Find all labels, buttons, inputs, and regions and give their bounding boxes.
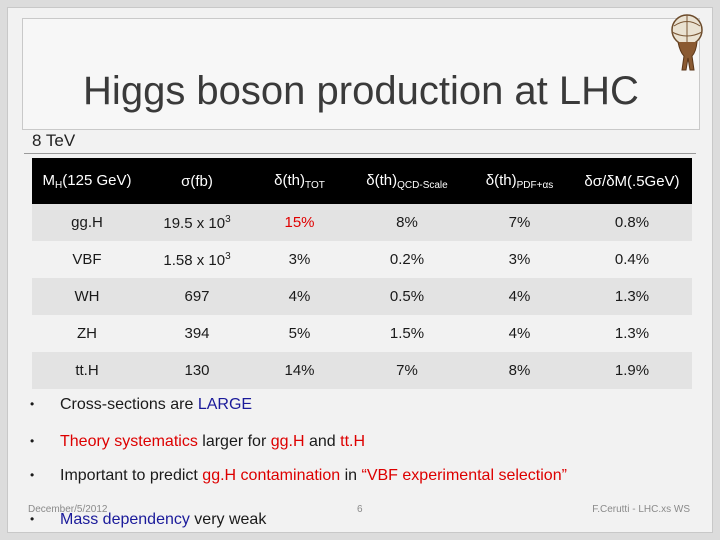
process-cell: WH bbox=[32, 278, 142, 315]
tot-cell: 5% bbox=[252, 315, 347, 352]
dm-cell: 1.9% bbox=[572, 352, 692, 389]
process-cell: VBF bbox=[32, 241, 142, 278]
table-row: VBF 1.58 x 103 3% 0.2% 3% 0.4% bbox=[32, 241, 692, 278]
slide-title: Higgs boson production at LHC bbox=[83, 69, 639, 113]
cross-section-table: MH(125 GeV) σ(fb) δ(th)TOT δ(th)QCD-Scal… bbox=[32, 158, 692, 389]
table-row: tt.H 130 14% 7% 8% 1.9% bbox=[32, 352, 692, 389]
header-pdf: δ(th)PDF+αs bbox=[467, 158, 572, 204]
pdf-cell: 4% bbox=[467, 278, 572, 315]
footer-date: December/5/2012 bbox=[28, 504, 108, 515]
table-row: WH 697 4% 0.5% 4% 1.3% bbox=[32, 278, 692, 315]
header-tot: δ(th)TOT bbox=[252, 158, 347, 204]
bullet-dot-icon: • bbox=[30, 397, 35, 411]
sigma-cell: 394 bbox=[142, 315, 252, 352]
sigma-cell: 130 bbox=[142, 352, 252, 389]
sigma-cell: 697 bbox=[142, 278, 252, 315]
table-row: gg.H 19.5 x 103 15% 8% 7% 0.8% bbox=[32, 204, 692, 241]
dm-cell: 0.8% bbox=[572, 204, 692, 241]
process-cell: gg.H bbox=[32, 204, 142, 241]
pdf-cell: 4% bbox=[467, 315, 572, 352]
bullet-dot-icon: • bbox=[30, 468, 35, 482]
qcd-cell: 1.5% bbox=[347, 315, 467, 352]
header-sigma: σ(fb) bbox=[142, 158, 252, 204]
pdf-cell: 7% bbox=[467, 204, 572, 241]
bullet-dot-icon: • bbox=[30, 512, 35, 526]
section-label: 8 TeV bbox=[32, 131, 76, 150]
title-box: Higgs boson production at LHC bbox=[22, 18, 700, 130]
tot-cell: 4% bbox=[252, 278, 347, 315]
tot-cell: 3% bbox=[252, 241, 347, 278]
header-mass: MH(125 GeV) bbox=[32, 158, 142, 204]
header-dm: δσ/δM(.5GeV) bbox=[572, 158, 692, 204]
footer-page-number: 6 bbox=[357, 504, 363, 515]
pdf-cell: 8% bbox=[467, 352, 572, 389]
tot-cell: 15% bbox=[252, 204, 347, 241]
dm-cell: 1.3% bbox=[572, 278, 692, 315]
atlas-logo-icon bbox=[671, 14, 703, 71]
pdf-cell: 3% bbox=[467, 241, 572, 278]
dm-cell: 0.4% bbox=[572, 241, 692, 278]
header-qcd: δ(th)QCD-Scale bbox=[347, 158, 467, 204]
table-header-row: MH(125 GeV) σ(fb) δ(th)TOT δ(th)QCD-Scal… bbox=[32, 158, 692, 204]
table-row: ZH 394 5% 1.5% 4% 1.3% bbox=[32, 315, 692, 352]
qcd-cell: 7% bbox=[347, 352, 467, 389]
qcd-cell: 0.5% bbox=[347, 278, 467, 315]
sigma-cell: 1.58 x 103 bbox=[142, 241, 252, 278]
sigma-cell: 19.5 x 103 bbox=[142, 204, 252, 241]
tot-cell: 14% bbox=[252, 352, 347, 389]
divider bbox=[24, 153, 696, 154]
qcd-cell: 8% bbox=[347, 204, 467, 241]
footer-author: F.Cerutti - LHC.xs WS bbox=[592, 504, 690, 515]
bullet-dot-icon: • bbox=[30, 434, 35, 448]
process-cell: tt.H bbox=[32, 352, 142, 389]
qcd-cell: 0.2% bbox=[347, 241, 467, 278]
dm-cell: 1.3% bbox=[572, 315, 692, 352]
process-cell: ZH bbox=[32, 315, 142, 352]
